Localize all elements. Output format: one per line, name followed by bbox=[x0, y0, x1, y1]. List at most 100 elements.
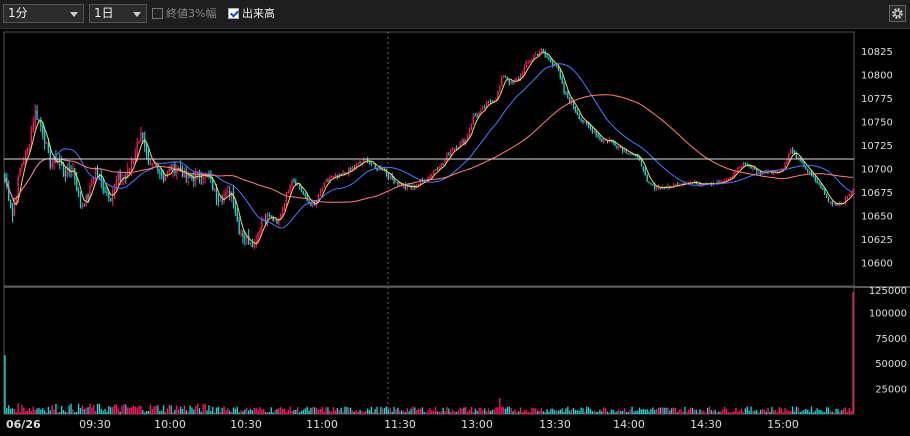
close3-checkbox[interactable] bbox=[152, 8, 163, 19]
volume-bar bbox=[578, 410, 580, 414]
candle-body bbox=[620, 146, 622, 148]
volume-bar bbox=[323, 411, 325, 414]
candle-body bbox=[234, 205, 237, 213]
volume-bar bbox=[538, 411, 541, 414]
candle-body bbox=[574, 106, 577, 112]
volume-bar bbox=[374, 409, 376, 414]
volume-bar bbox=[380, 406, 382, 414]
volume-bar bbox=[701, 410, 703, 414]
interval-select[interactable]: 1分 bbox=[3, 4, 84, 23]
volume-bar bbox=[234, 408, 237, 414]
volume-bar bbox=[567, 406, 569, 414]
price-chart[interactable]: 10600 10625 10650 10675 10700 10725 10750 10775… bbox=[0, 28, 910, 436]
volume-bar bbox=[599, 409, 601, 414]
close3-option[interactable]: 終値3%幅 bbox=[152, 5, 224, 23]
candle-body bbox=[754, 167, 756, 170]
candle-body bbox=[161, 172, 163, 176]
candle-body bbox=[225, 192, 227, 197]
candle-body bbox=[818, 182, 820, 185]
volume-bar bbox=[298, 412, 301, 414]
volume-bar bbox=[26, 410, 29, 414]
volume-tick-label: 50000 bbox=[875, 359, 907, 370]
volume-bar bbox=[349, 407, 352, 414]
candle-body bbox=[280, 214, 282, 219]
period-select[interactable]: 1日 bbox=[89, 4, 147, 23]
volume-bar bbox=[47, 406, 50, 414]
candle-body bbox=[510, 81, 512, 84]
volume-bar bbox=[582, 408, 584, 414]
candle-body bbox=[434, 169, 437, 171]
volume-bar bbox=[523, 410, 526, 414]
candle-body bbox=[181, 171, 184, 177]
volume-bar bbox=[805, 408, 807, 414]
candle-body bbox=[98, 174, 101, 176]
volume-bar bbox=[240, 410, 242, 414]
chevron-down-icon bbox=[133, 12, 141, 17]
candle-body bbox=[852, 190, 854, 193]
toolbar: 1分 1日 終値3%幅 出来高 bbox=[0, 0, 910, 29]
candle-body bbox=[472, 115, 475, 125]
candle-body bbox=[142, 132, 144, 138]
volume-bar bbox=[198, 408, 201, 414]
volume-bar bbox=[55, 404, 57, 414]
volume-checkbox[interactable] bbox=[228, 8, 239, 19]
volume-bar bbox=[467, 411, 469, 414]
volume-bar bbox=[208, 405, 210, 414]
candle-body bbox=[468, 129, 471, 136]
volume-pane-border bbox=[3, 286, 855, 415]
volume-bar bbox=[300, 410, 303, 414]
candle-body bbox=[268, 214, 271, 216]
volume-bar bbox=[689, 407, 692, 414]
volume-bar bbox=[831, 411, 833, 414]
volume-bar bbox=[346, 406, 348, 414]
volume-bar bbox=[708, 406, 711, 414]
candle-body bbox=[374, 163, 376, 168]
candle-body bbox=[782, 168, 784, 170]
volume-bar bbox=[302, 409, 305, 414]
candle-body bbox=[119, 173, 121, 180]
volume-bar bbox=[49, 410, 51, 414]
volume-tick-label: 125000 bbox=[869, 286, 907, 297]
volume-bars-layer bbox=[4, 292, 854, 414]
volume-bar bbox=[606, 411, 609, 414]
volume-bar bbox=[157, 405, 159, 414]
volume-bar bbox=[200, 411, 203, 414]
ma-long-line bbox=[4, 94, 854, 203]
volume-bar bbox=[425, 412, 427, 414]
volume-option[interactable]: 出来高 bbox=[228, 5, 284, 23]
settings-button[interactable] bbox=[889, 5, 906, 22]
candle-body bbox=[104, 190, 106, 193]
time-tick-label: 14:30 bbox=[690, 418, 722, 431]
volume-bar bbox=[850, 410, 852, 414]
candle-body bbox=[742, 163, 745, 167]
volume-bar bbox=[85, 407, 87, 414]
candle-body bbox=[457, 146, 459, 149]
candle-body bbox=[227, 191, 229, 193]
volume-bar bbox=[808, 412, 811, 414]
volume-bar bbox=[803, 410, 805, 414]
candle-body bbox=[825, 194, 828, 198]
volume-bar bbox=[837, 408, 839, 414]
volume-bar bbox=[521, 412, 524, 414]
volume-bar bbox=[508, 406, 510, 414]
volume-bar bbox=[162, 405, 165, 414]
candle-body bbox=[450, 150, 452, 156]
candle-body bbox=[28, 144, 31, 149]
candle-body bbox=[219, 200, 221, 202]
volume-bar bbox=[376, 406, 378, 414]
candle-body bbox=[484, 107, 486, 109]
volume-bar bbox=[342, 411, 344, 414]
volume-bar bbox=[53, 409, 55, 414]
candle-body bbox=[15, 195, 17, 204]
volume-bar bbox=[482, 410, 484, 414]
candle-body bbox=[213, 188, 216, 190]
candle-body bbox=[808, 171, 811, 173]
candle-body bbox=[531, 58, 533, 62]
volume-bar bbox=[812, 412, 815, 414]
candle-body bbox=[544, 51, 546, 56]
volume-bar bbox=[518, 411, 520, 414]
candle-body bbox=[229, 191, 231, 197]
volume-bar bbox=[104, 408, 106, 414]
candle-body bbox=[391, 175, 393, 179]
candle-body bbox=[440, 163, 442, 169]
